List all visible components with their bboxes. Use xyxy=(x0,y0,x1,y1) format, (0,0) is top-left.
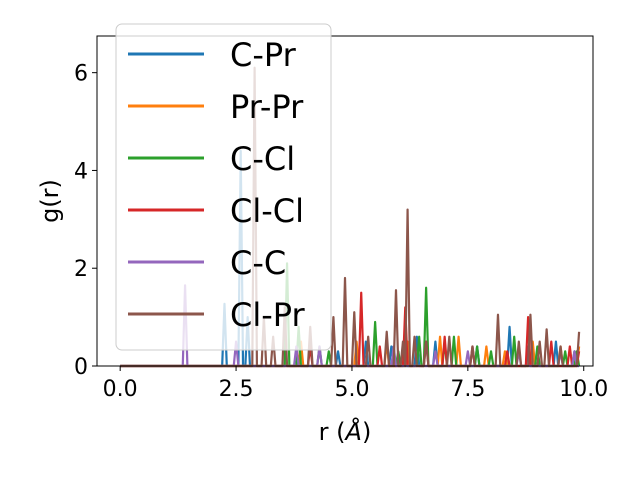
legend-label: C-C xyxy=(230,244,286,282)
x-tick-label: 5.0 xyxy=(334,377,369,402)
y-axis-label: g(r) xyxy=(36,179,64,223)
x-tick-label: 2.5 xyxy=(219,377,254,402)
y-tick-label: 0 xyxy=(74,355,88,380)
y-tick-label: 6 xyxy=(74,62,88,87)
legend: C-Pr Pr-Pr C-Cl Cl-Cl C-C Cl-Pr xyxy=(115,23,332,351)
legend-label: Pr-Pr xyxy=(230,88,304,126)
x-tick-label: 10.0 xyxy=(559,377,608,402)
legend-label: C-Cl xyxy=(230,140,295,178)
legend-label: Cl-Pr xyxy=(230,296,306,334)
y-tick-label: 2 xyxy=(74,257,88,282)
y-tick-label: 4 xyxy=(74,159,88,184)
x-tick-label: 0.0 xyxy=(103,377,138,402)
x-axis-label: r (Å) xyxy=(319,417,372,446)
legend-label: Cl-Cl xyxy=(230,192,304,230)
ticks-layer: 0.0 2.5 5.0 7.5 10.0 0 2 4 6 xyxy=(74,62,608,402)
x-tick-label: 7.5 xyxy=(450,377,485,402)
legend-label: C-Pr xyxy=(230,36,297,74)
axes-frame xyxy=(96,35,594,367)
